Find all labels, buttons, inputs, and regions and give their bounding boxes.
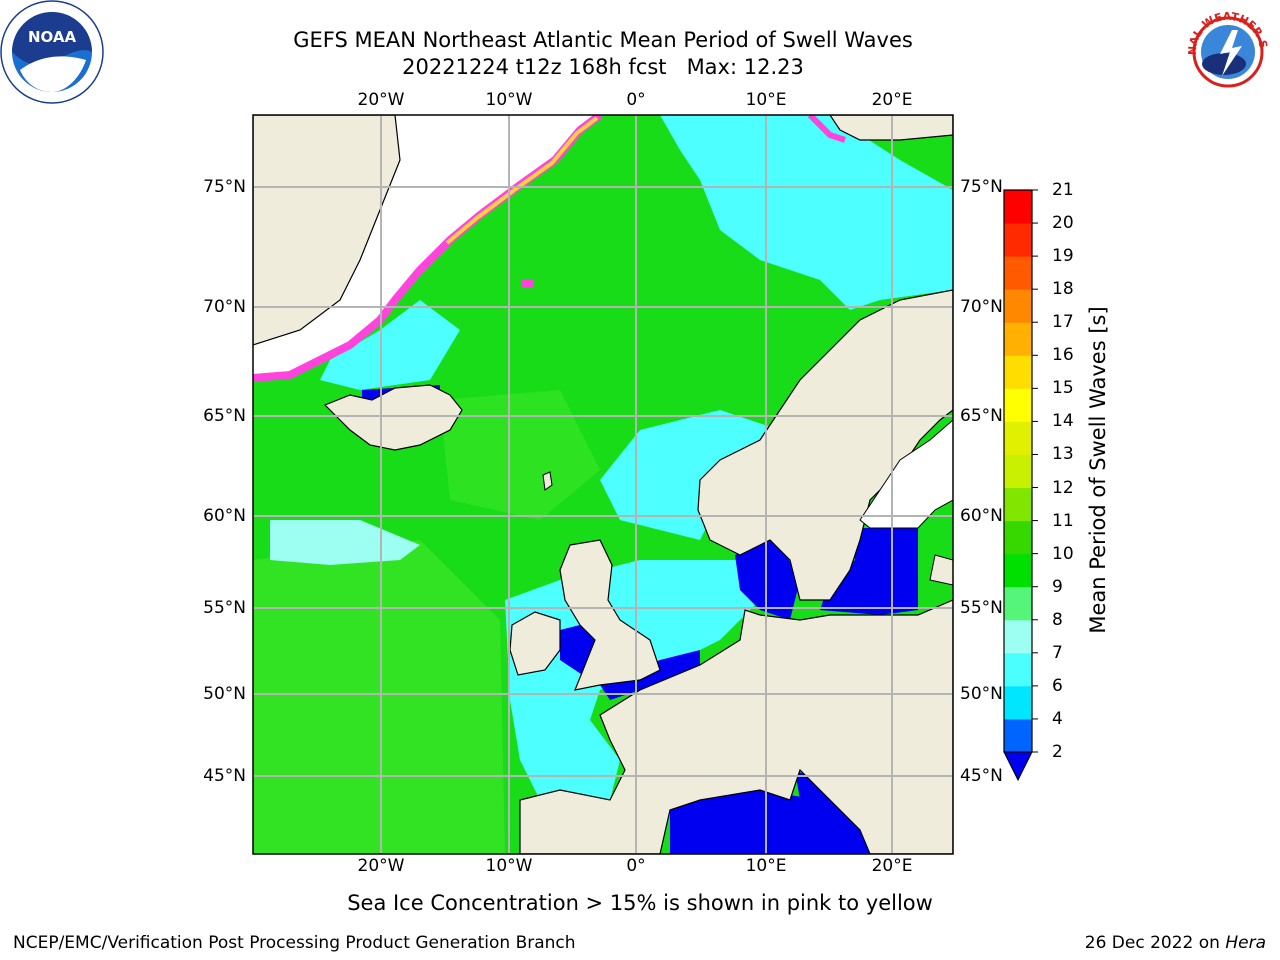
colorbar-tick-label: 13	[1052, 444, 1074, 465]
colorbar-tick-label: 21	[1052, 180, 1074, 200]
lon-label-top-20w: 20°W	[357, 90, 405, 110]
footer-left-credit: NCEP/EMC/Verification Post Processing Pr…	[13, 933, 576, 953]
lat-label-right-65n: 65°N	[960, 406, 1003, 426]
colorbar-frame	[1003, 189, 1033, 753]
colorbar-tick-label: 18	[1052, 279, 1074, 300]
faroe-islands-land	[542, 471, 553, 491]
lon-label-top-10w: 10°W	[485, 90, 533, 110]
lat-label-right-60n: 60°N	[960, 506, 1003, 526]
colorbar-tick-label: 4	[1052, 708, 1063, 729]
colorbar-segment	[1004, 322, 1032, 356]
colorbar-tick-label: 14	[1052, 411, 1074, 432]
colorbar-tick-label: 7	[1052, 642, 1063, 663]
colorbar-tick-label: 17	[1052, 312, 1074, 333]
colorbar-label: Mean Period of Swell Waves [s]	[1086, 306, 1110, 634]
colorbar	[1003, 189, 1038, 782]
colorbar-tick-label: 9	[1052, 576, 1063, 597]
ocean-cyan-norwegian-sea	[660, 115, 953, 310]
colorbar-segment	[1004, 718, 1032, 753]
ireland-land	[509, 611, 561, 676]
ocean-blue-skagerrak	[735, 535, 800, 620]
lat-label-right-70n: 70°N	[960, 297, 1003, 317]
colorbar-segment	[1004, 256, 1032, 290]
colorbar-segment	[1004, 652, 1032, 687]
colorbar-segment	[1004, 487, 1032, 522]
chart-title: GEFS MEAN Northeast Atlantic Mean Period…	[293, 28, 913, 52]
nws-logo-icon: NATIONAL WEATHER SERVICE	[1171, 0, 1280, 104]
lat-label-left-75n: 75°N	[203, 177, 246, 197]
lat-label-left-55n: 55°N	[203, 598, 246, 618]
lon-label-top-10e: 10°E	[745, 90, 787, 110]
colorbar-tick-label: 2	[1052, 742, 1063, 762]
colorbar-segment	[1004, 388, 1032, 422]
lon-label-bottom-20e: 20°E	[871, 856, 913, 876]
lon-label-bottom-10w: 10°W	[485, 856, 533, 876]
ocean-blue-adriatic	[795, 770, 880, 850]
lat-label-left-50n: 50°N	[203, 684, 246, 704]
noaa-logo-text: NOAA	[28, 28, 77, 46]
colorbar-tick-label: 20	[1052, 213, 1074, 234]
noaa-logo-icon: NOAA	[0, 0, 104, 104]
colorbar-segment	[1004, 190, 1032, 224]
colorbar-segment	[1004, 223, 1032, 257]
ocean-cyan-north-sea	[600, 410, 780, 540]
graticule	[253, 115, 953, 854]
colorbar-segment	[1004, 355, 1032, 389]
footer-right-date: 26 Dec 2022 on Hera	[1085, 932, 1266, 954]
colorbar-tick-label: 6	[1052, 675, 1063, 696]
colorbar-tick-label: 11	[1052, 510, 1074, 531]
ocean-blue-baltic	[820, 528, 918, 615]
sea-ice-svalbard-pink	[807, 115, 846, 143]
colorbar-segment	[1004, 454, 1032, 489]
lat-label-left-45n: 45°N	[203, 766, 246, 786]
lat-label-right-75n: 75°N	[960, 177, 1003, 197]
colorbar-tick-label: 12	[1052, 477, 1074, 498]
lat-label-right-45n: 45°N	[960, 766, 1003, 786]
greenland-land	[253, 115, 401, 346]
colorbar-tick-label: 19	[1052, 246, 1074, 267]
colorbar-segment	[1004, 553, 1032, 588]
colorbar-tick-label: 16	[1052, 345, 1074, 366]
lat-label-left-70n: 70°N	[203, 297, 246, 317]
ocean-light-green-north	[440, 390, 600, 520]
colorbar-extend-arrow	[1003, 751, 1033, 782]
colorbar-segment	[1004, 289, 1032, 323]
lat-label-right-50n: 50°N	[960, 684, 1003, 704]
chart-subtitle: 20221224 t12z 168h fcst Max: 12.23	[402, 55, 804, 79]
baltic-states-land	[929, 554, 953, 586]
colorbar-tick-label: 15	[1052, 378, 1074, 399]
colorbar-segment	[1004, 520, 1032, 555]
lon-label-top-20e: 20°E	[871, 90, 913, 110]
sea-ice-caption: Sea Ice Concentration > 15% is shown in …	[347, 891, 933, 915]
colorbar-segment	[1004, 619, 1032, 654]
lon-label-bottom-0: 0°	[626, 856, 646, 876]
iceland-land	[323, 384, 463, 451]
colorbar-tick-label: 8	[1052, 609, 1063, 630]
lon-label-bottom-20w: 20°W	[357, 856, 405, 876]
colorbar-segment	[1004, 685, 1032, 720]
gulf-of-bothnia-ice	[859, 419, 953, 529]
colorbar-tick-label: 10	[1052, 543, 1074, 564]
map-panel	[252, 114, 954, 855]
colorbar-segment	[1004, 421, 1032, 455]
sea-ice-jan-mayen	[522, 280, 534, 288]
ocean-cyan-greenland-coast	[320, 300, 460, 390]
footer-date: 26 Dec 2022 on	[1084, 933, 1226, 953]
ocean-cyan-biscay-channel	[505, 560, 760, 800]
continental-europe-land	[519, 599, 953, 854]
lat-label-left-65n: 65°N	[203, 406, 246, 426]
lat-label-left-60n: 60°N	[203, 506, 246, 526]
lon-label-top-0: 0°	[626, 90, 646, 110]
footer-host: Hera	[1225, 933, 1266, 953]
lat-label-right-55n: 55°N	[960, 598, 1003, 618]
lon-label-bottom-10e: 10°E	[745, 856, 787, 876]
ocean-pale-band	[270, 520, 420, 565]
sea-ice-edge-yellow	[445, 116, 599, 245]
colorbar-segment	[1004, 586, 1032, 621]
map-frame	[252, 114, 954, 855]
